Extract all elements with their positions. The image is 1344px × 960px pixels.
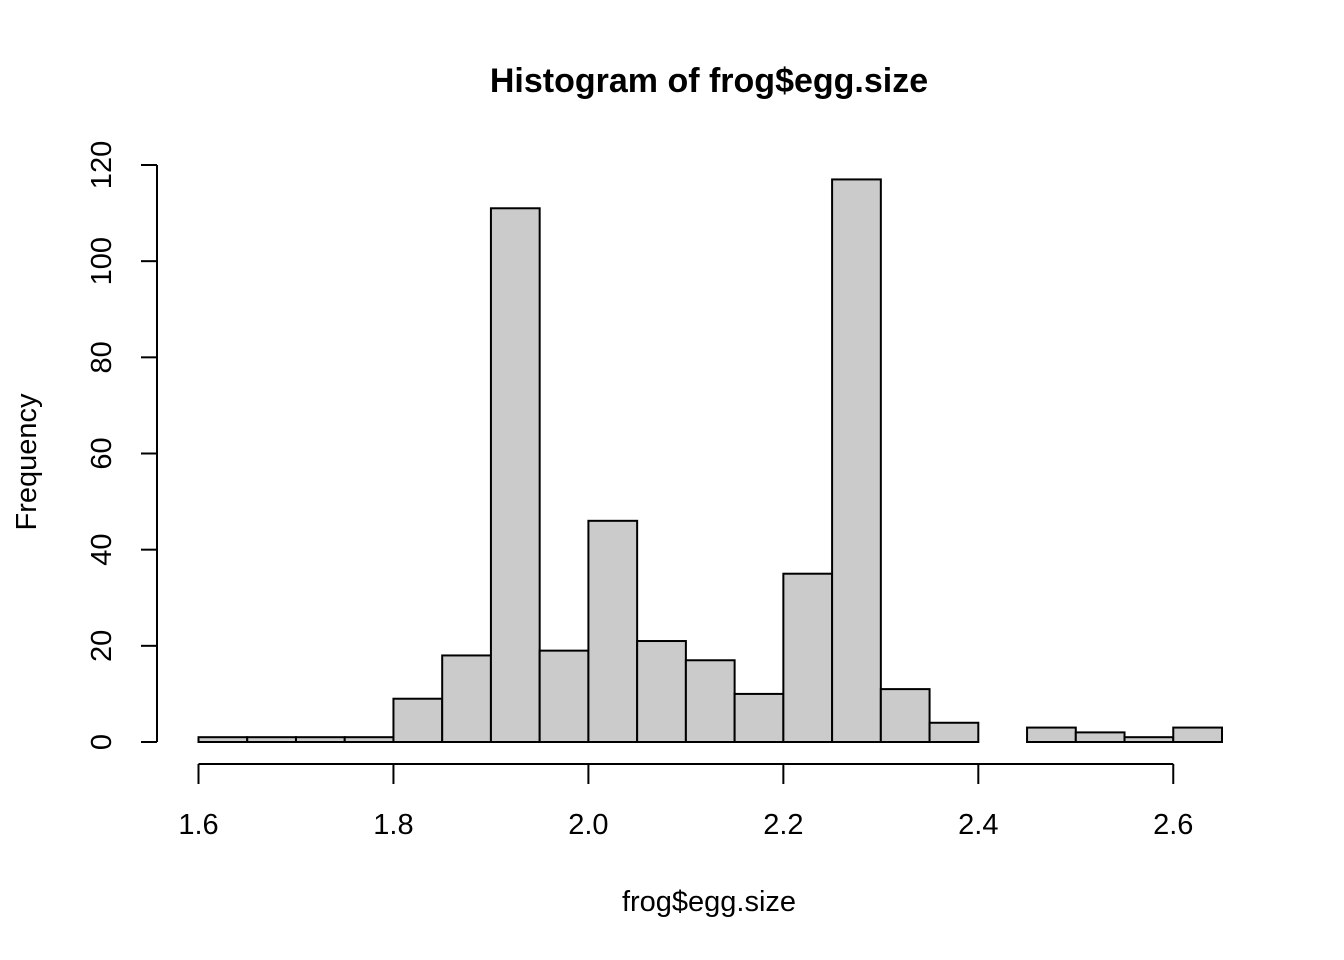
y-tick-label: 60 — [86, 437, 118, 469]
bars-group — [197, 178, 1224, 744]
histogram-bar — [879, 688, 931, 744]
histogram-bar — [392, 697, 444, 743]
histogram-bar — [197, 736, 249, 743]
y-tick-label: 40 — [86, 534, 118, 566]
chart-title: Histogram of frog$egg.size — [490, 62, 928, 100]
histogram-bar — [1026, 726, 1077, 744]
histogram-bar — [246, 736, 297, 743]
x-tick-label: 1.8 — [373, 809, 413, 841]
histogram-bar — [928, 721, 980, 743]
histogram-bar — [587, 519, 639, 743]
histogram-bar — [489, 207, 541, 743]
x-tick-label: 1.6 — [178, 809, 218, 841]
histogram-bar — [684, 659, 736, 744]
histogram-bar — [782, 572, 834, 743]
x-tick-label: 2.0 — [568, 809, 608, 841]
x-axis: 1.6 1.8 2.0 2.2 2.4 2.6 — [178, 763, 1193, 841]
y-tick-label: 20 — [86, 630, 118, 662]
y-axis: 0 20 40 60 80 100 120 — [86, 141, 158, 750]
histogram-bar — [1123, 736, 1175, 743]
histogram-bar — [441, 654, 492, 744]
histogram-bar — [343, 736, 395, 743]
x-tick-label: 2.2 — [763, 809, 803, 841]
histogram-bar — [733, 692, 785, 744]
x-axis-label: frog$egg.size — [622, 886, 796, 918]
histogram-bar — [636, 640, 687, 744]
histogram-bar — [1074, 731, 1126, 744]
histogram-bar — [1172, 726, 1224, 744]
histogram-bar — [294, 736, 346, 743]
x-tick-label: 2.4 — [958, 809, 998, 841]
y-tick-label: 100 — [86, 237, 118, 285]
y-tick-label: 80 — [86, 341, 118, 373]
histogram-bar — [538, 649, 590, 743]
histogram-bar — [831, 178, 882, 744]
y-axis-label: Frequency — [11, 393, 43, 531]
y-tick-label: 0 — [86, 734, 118, 750]
x-tick-label: 2.6 — [1153, 809, 1193, 841]
y-tick-label: 120 — [86, 141, 118, 189]
